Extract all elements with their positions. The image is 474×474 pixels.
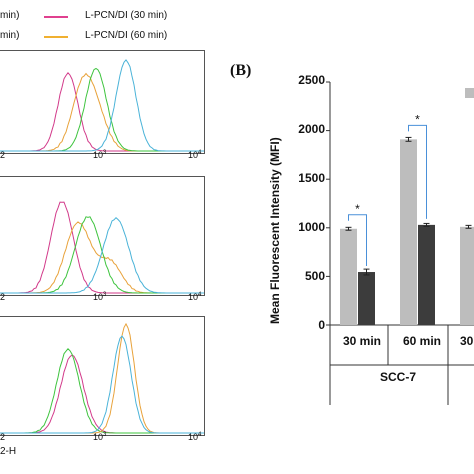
legend-swatch-pink: [44, 16, 68, 18]
tick-panel3-left: 2: [0, 432, 6, 442]
histogram-svg-2: [0, 201, 204, 294]
significance-bracket: [348, 214, 367, 267]
histogram-curve-green: [0, 216, 204, 294]
histogram-svg-1: [0, 59, 204, 152]
y-axis-label: Mean Fluorescent Intensity (MFI): [268, 137, 282, 324]
y-tick-2000: 2000: [298, 122, 325, 136]
y-tick-1500: 1500: [298, 171, 325, 185]
category-30min: 30 min: [343, 334, 382, 348]
histogram-curve-orange: [0, 322, 204, 434]
legend-label-4: L-PCN/DI (60 min): [85, 30, 168, 41]
bar-legend-swatch: [465, 88, 474, 98]
significance-bracket: [408, 124, 427, 219]
tick-panel1-left: 2: [0, 150, 6, 160]
tick-panel2-right: 104: [188, 292, 202, 302]
significance-star: *: [355, 202, 360, 216]
legend-label-3: min): [0, 30, 20, 41]
bar-series2-1: [418, 224, 435, 325]
bar-series1-0: [340, 228, 357, 325]
tick-panel2-mid: 103: [93, 292, 107, 302]
histogram-panel-1: [0, 50, 205, 154]
histogram-curve-orange: [0, 221, 204, 294]
histogram-curve-blue: [0, 335, 204, 434]
tick-panel1-right: 104: [188, 150, 202, 160]
bar-series1-1: [400, 139, 417, 325]
histogram-curve-pink: [0, 354, 204, 434]
tick-panel3-right: 104: [188, 432, 202, 442]
histogram-curve-blue: [0, 217, 204, 294]
x-axis-label-fragment: 2-H: [0, 446, 17, 457]
histogram-curve-pink: [0, 201, 204, 294]
histogram-curve-green: [0, 348, 204, 434]
category-60min: 60 min: [403, 334, 442, 348]
histogram-svg-3: [0, 322, 204, 434]
y-tick-2500: 2500: [298, 73, 325, 87]
histogram-curve-orange: [0, 72, 204, 152]
histogram-curve-blue: [0, 59, 204, 152]
bar-series1-2: [460, 226, 474, 325]
tick-panel1-mid: 103: [93, 150, 107, 160]
legend-label-1: min): [0, 10, 20, 21]
legend-swatch-orange: [44, 36, 68, 38]
significance-star: *: [415, 112, 420, 126]
histogram-panel-3: [0, 316, 205, 436]
tick-panel3-mid: 103: [93, 432, 107, 442]
histogram-panel-2: [0, 176, 205, 296]
group-label-scc7: SCC-7: [380, 370, 417, 384]
legend-label-2: L-PCN/DI (30 min): [85, 10, 168, 21]
y-tick-1000: 1000: [298, 220, 325, 234]
y-tick-500: 500: [304, 269, 325, 283]
tick-panel2-left: 2: [0, 292, 6, 302]
y-tick-0: 0: [318, 318, 325, 332]
category-30-cut: 30: [460, 334, 474, 348]
bar-series2-0: [358, 272, 375, 325]
bar-chart-svg: **: [326, 81, 474, 405]
panel-label: (B): [230, 62, 252, 79]
